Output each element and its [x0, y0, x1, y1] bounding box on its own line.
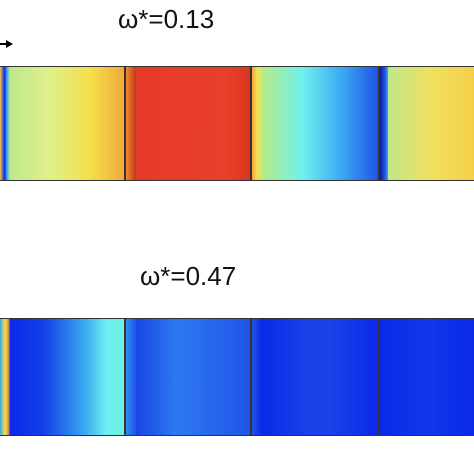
strip-segment — [252, 319, 262, 435]
strip-segment — [252, 67, 262, 180]
strip-segment — [10, 67, 124, 180]
strip-segment — [262, 319, 378, 435]
strip-segment — [136, 67, 250, 180]
strip-segment — [262, 67, 378, 180]
interface-divider — [124, 319, 126, 435]
interface-divider — [378, 67, 380, 180]
interface-divider — [124, 67, 126, 180]
panel-label-top: ω*=0.13 — [118, 4, 215, 34]
strip-segment — [10, 319, 124, 435]
panel-label-bottom: ω*=0.47 — [140, 261, 237, 291]
strip-segment — [136, 319, 250, 435]
interface-divider — [250, 67, 252, 180]
strip-segment — [126, 67, 136, 180]
interface-divider — [250, 319, 252, 435]
field-strip-bottom — [0, 318, 474, 436]
strip-segment — [380, 319, 474, 435]
field-strip-top — [0, 66, 474, 181]
strip-segment — [126, 319, 136, 435]
strip-segment — [0, 319, 10, 435]
interface-divider — [378, 319, 380, 435]
strip-segment — [380, 67, 388, 180]
strip-segment — [0, 67, 10, 180]
strip-segment — [388, 67, 474, 180]
